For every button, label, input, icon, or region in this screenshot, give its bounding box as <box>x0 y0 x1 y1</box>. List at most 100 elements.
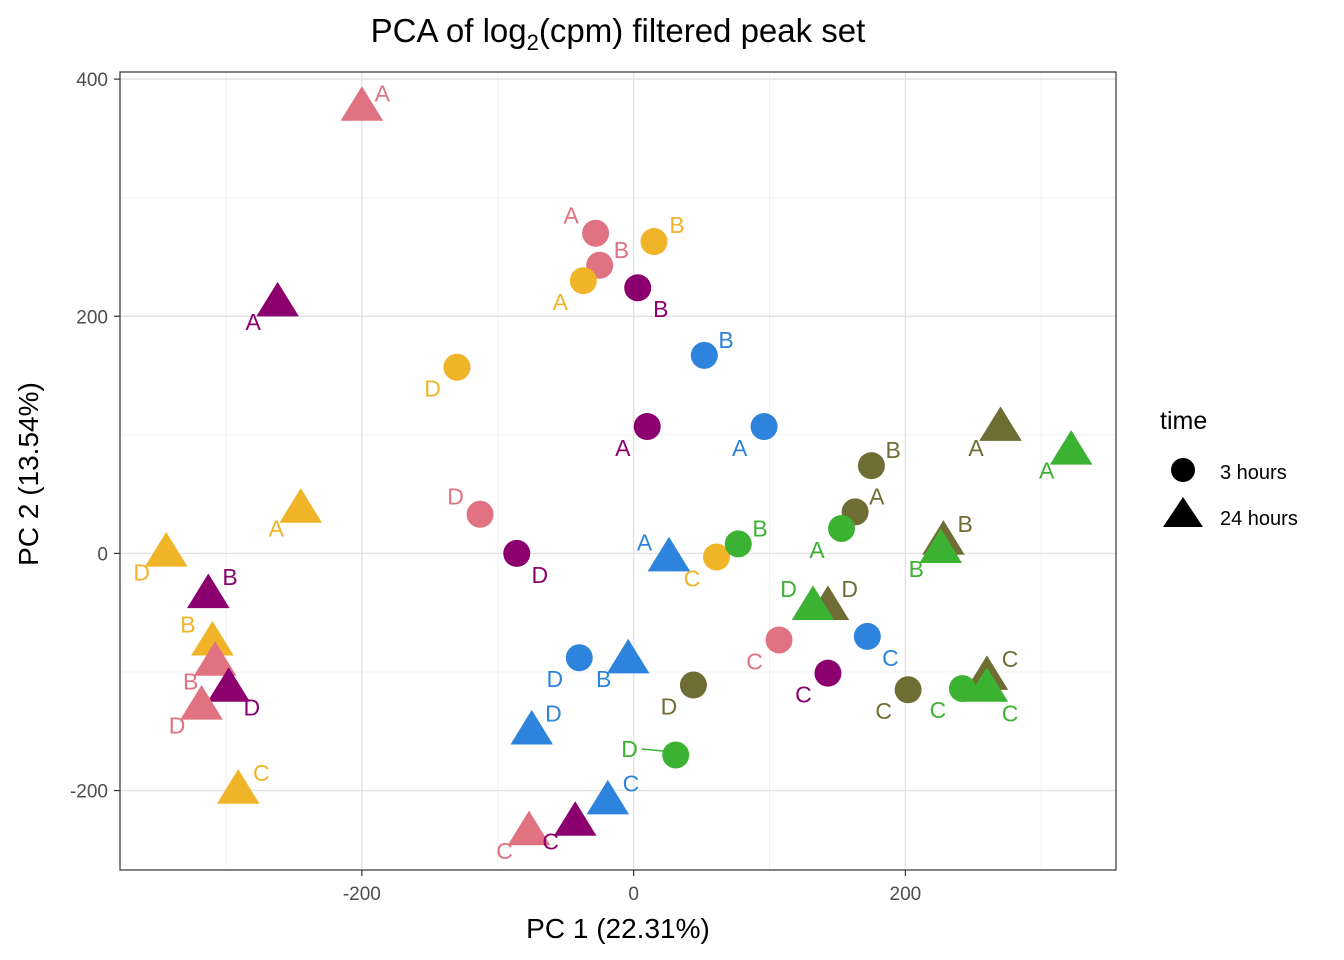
point-label: A <box>732 435 748 461</box>
chart-title-main: PCA of log <box>371 12 527 49</box>
y-tick-label: 400 <box>76 70 108 91</box>
point-triangle-c <box>507 810 551 846</box>
point-circle-c <box>894 676 922 704</box>
chart-title-rest: (cpm) filtered peak set <box>539 12 865 49</box>
point-label: D <box>780 576 797 602</box>
point-label: C <box>746 648 763 674</box>
label-connector <box>641 748 664 752</box>
grid-lines <box>120 72 1116 870</box>
point-label: D <box>621 736 638 762</box>
point-label: D <box>243 695 260 721</box>
point-label: C <box>542 829 559 855</box>
point-triangle-c <box>553 801 597 836</box>
legend-triangle-icon <box>1163 497 1203 527</box>
point-circle-d <box>443 353 471 381</box>
point-label: A <box>375 80 391 106</box>
point-label: A <box>637 530 653 556</box>
point-circle-b <box>690 341 718 369</box>
point-label: A <box>1039 457 1055 483</box>
point-label: B <box>614 237 629 263</box>
point-triangle-c <box>216 769 260 804</box>
point-circle-d <box>503 539 531 567</box>
point-triangle-a <box>1049 430 1093 465</box>
point-label: B <box>752 516 767 542</box>
x-tick-label: 200 <box>890 884 922 905</box>
point-label: A <box>245 309 261 335</box>
point-triangle-d <box>791 585 835 620</box>
point-triangle-d <box>207 667 250 702</box>
legend-circle-icon <box>1171 458 1195 482</box>
y-tick-label: -200 <box>70 782 108 803</box>
axes: -200 0 200 -200 0 200 400 <box>70 70 921 905</box>
point-label: D <box>545 700 562 726</box>
y-axis-title: PC 2 (13.54%) <box>13 382 44 566</box>
point-circle-a <box>582 219 610 247</box>
point-circle-b <box>724 530 752 558</box>
point-label: B <box>653 296 668 322</box>
point-label: A <box>809 537 825 563</box>
point-label: A <box>869 483 885 509</box>
point-label: C <box>930 697 947 723</box>
point-label: D <box>447 483 464 509</box>
point-label: B <box>669 212 684 238</box>
point-triangle-a <box>256 281 299 317</box>
point-triangle-a <box>979 406 1022 441</box>
y-tick-label: 200 <box>76 307 108 328</box>
point-circle-a <box>828 515 856 543</box>
point-triangle-c <box>586 779 630 815</box>
point-circle-d <box>565 644 593 672</box>
point-label: A <box>553 289 569 315</box>
point-circle-a <box>633 413 661 441</box>
point-label: C <box>684 565 701 591</box>
point-label: A <box>968 435 984 461</box>
point-label: A <box>269 516 285 542</box>
legend-label-24-hours: 24 hours <box>1220 508 1298 530</box>
x-tick-label: -200 <box>343 884 381 905</box>
point-label: B <box>718 327 733 353</box>
legend-label-3-hours: 3 hours <box>1220 462 1287 484</box>
point-label: C <box>496 838 513 864</box>
point-label: B <box>180 612 195 638</box>
point-label: B <box>596 666 611 692</box>
data-points <box>144 86 1093 846</box>
point-triangle-a <box>647 536 691 572</box>
y-tick-label: 0 <box>97 544 108 565</box>
point-label: C <box>1002 646 1019 672</box>
point-triangle-a <box>279 488 323 523</box>
point-label: B <box>222 564 237 590</box>
plot-panel-border <box>119 71 1117 871</box>
point-label: B <box>909 556 924 582</box>
point-label: B <box>885 437 900 463</box>
point-triangle-b <box>191 620 234 656</box>
point-triangle-a <box>340 86 384 121</box>
point-triangle-d <box>144 532 188 567</box>
point-triangle-b <box>187 573 230 609</box>
point-label: A <box>615 435 631 461</box>
point-label: D <box>169 712 186 738</box>
point-label: C <box>1002 700 1019 726</box>
x-axis-title: PC 1 (22.31%) <box>526 913 710 944</box>
point-circle-c <box>853 622 881 650</box>
point-triangle-d <box>510 709 553 745</box>
chart-title-subscript: 2 <box>527 30 539 55</box>
point-label: D <box>133 559 150 585</box>
point-triangle-d <box>180 684 223 720</box>
legend: time 3 hours 24 hours <box>1160 407 1298 530</box>
point-triangle-b <box>919 528 962 564</box>
point-label: A <box>563 202 579 228</box>
point-triangle-b <box>606 638 650 674</box>
point-label: C <box>882 645 899 671</box>
x-tick-label: 0 <box>628 884 639 905</box>
point-label: D <box>547 666 564 692</box>
point-label: B <box>183 668 198 694</box>
chart-title: PCA of log2(cpm) filtered peak set <box>371 12 866 55</box>
point-circle-a <box>750 413 778 441</box>
point-circle-b <box>624 274 652 302</box>
point-triangle-c <box>965 667 1009 702</box>
point-label: C <box>875 698 892 724</box>
point-label: C <box>253 760 270 786</box>
point-label: C <box>795 682 812 708</box>
point-label: D <box>424 376 441 402</box>
point-circle-b <box>640 228 668 256</box>
